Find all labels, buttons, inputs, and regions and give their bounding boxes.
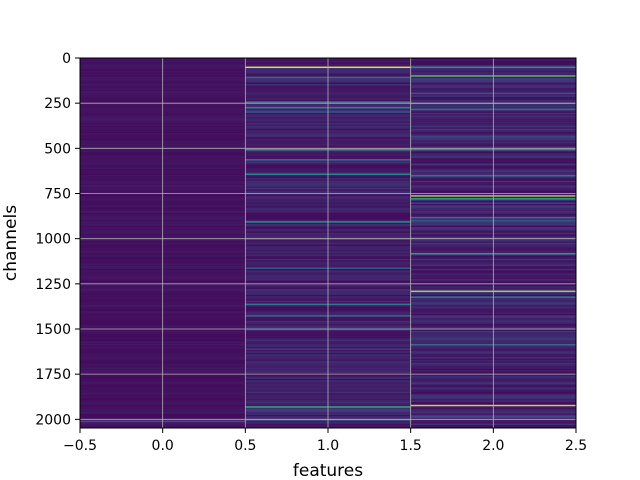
x-tick-label: 1.0 xyxy=(317,438,339,454)
y-tick-label: 1500 xyxy=(35,322,71,338)
y-tick-label: 500 xyxy=(44,141,71,157)
x-tick-label: 2.5 xyxy=(565,438,587,454)
y-tick-label: 250 xyxy=(44,96,71,112)
x-tick-label: 1.5 xyxy=(400,438,422,454)
x-tick-label: −0.5 xyxy=(63,438,97,454)
x-tick-label: 2.0 xyxy=(482,438,504,454)
x-tick-label: 0.5 xyxy=(234,438,256,454)
x-axis-label: features xyxy=(293,461,363,480)
y-tick-label: 1750 xyxy=(35,367,71,383)
y-tick-label: 0 xyxy=(62,51,71,67)
x-axis-ticks: −0.5 0.0 0.5 1.0 1.5 2.0 2.5 xyxy=(63,428,587,454)
y-tick-label: 2000 xyxy=(35,412,71,428)
y-axis-ticks: 0 250 500 750 1000 1250 1500 1750 2000 xyxy=(35,51,80,428)
y-axis-label: channels xyxy=(1,205,21,281)
x-tick-label: 0.0 xyxy=(152,438,174,454)
y-tick-label: 750 xyxy=(44,186,71,202)
y-tick-label: 1000 xyxy=(35,232,71,248)
y-tick-label: 1250 xyxy=(35,277,71,293)
